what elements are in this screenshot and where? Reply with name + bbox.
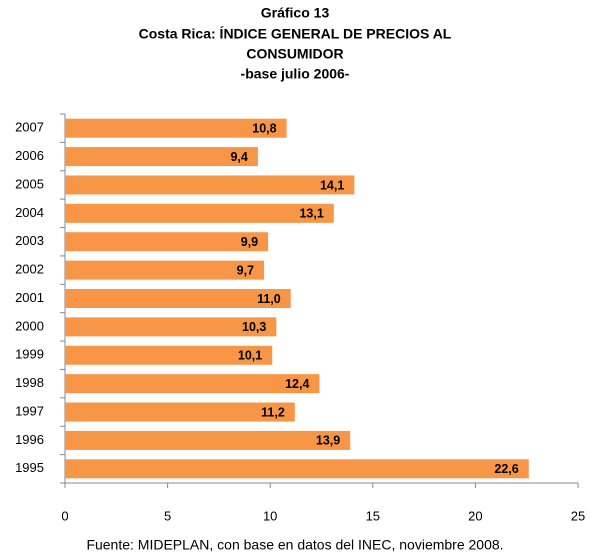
y-tick-label: 2004 (15, 205, 44, 220)
y-tick-label: 1998 (15, 375, 44, 390)
value-label: 9,4 (230, 150, 247, 164)
y-tick-label: 1996 (15, 432, 44, 447)
bar (65, 147, 258, 167)
y-tick-label: 2005 (15, 176, 44, 191)
bar (65, 345, 273, 365)
bar (65, 402, 295, 422)
y-tick-label: 1999 (15, 347, 44, 362)
bar (65, 430, 351, 450)
value-label: 13,1 (299, 207, 323, 221)
value-label: 9,7 (237, 263, 254, 277)
value-label: 10,8 (252, 121, 276, 135)
bar (65, 260, 265, 280)
y-tick-label: 2007 (15, 120, 44, 135)
chart-subtitle: -base julio 2006- (241, 66, 350, 82)
value-label: 11,0 (257, 292, 281, 306)
value-label: 22,6 (494, 462, 518, 476)
value-label: 13,9 (316, 434, 340, 448)
y-tick-label: 2000 (15, 318, 44, 333)
x-tick-label: 5 (164, 508, 171, 523)
x-tick-label: 25 (571, 508, 585, 523)
x-tick-label: 20 (468, 508, 482, 523)
value-label: 10,3 (242, 320, 266, 334)
source-note: Fuente: MIDEPLAN, con base en datos del … (86, 537, 503, 553)
bar (65, 118, 287, 138)
y-tick-label: 1995 (15, 460, 44, 475)
value-label: 11,2 (261, 405, 285, 419)
y-tick-label: 2002 (15, 262, 44, 277)
bar (65, 459, 529, 479)
chart-title: Gráfico 13 (261, 5, 330, 21)
value-label: 12,4 (285, 377, 309, 391)
y-tick-label: 2001 (15, 290, 44, 305)
y-tick-label: 2006 (15, 148, 44, 163)
chart-title: Costa Rica: ÍNDICE GENERAL DE PRECIOS AL (139, 26, 452, 42)
value-label: 10,1 (238, 349, 262, 363)
chart-title: CONSUMIDOR (246, 46, 343, 62)
bar (65, 232, 269, 252)
x-tick-label: 0 (61, 508, 68, 523)
x-tick-label: 15 (366, 508, 380, 523)
bar (65, 317, 277, 337)
bar (65, 289, 291, 308)
bar (65, 175, 355, 195)
y-tick-label: 2003 (15, 233, 44, 248)
value-label: 9,9 (241, 235, 258, 249)
y-tick-label: 1997 (15, 403, 44, 418)
value-label: 14,1 (320, 178, 344, 192)
bar (65, 374, 320, 394)
x-tick-label: 10 (263, 508, 277, 523)
bar (65, 203, 334, 223)
